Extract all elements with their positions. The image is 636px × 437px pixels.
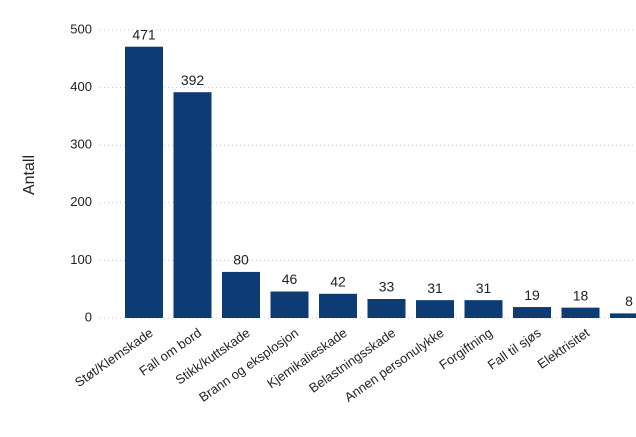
data-label: 18 <box>573 287 589 303</box>
bar <box>173 92 212 318</box>
y-tick-label: 0 <box>85 309 92 324</box>
data-label: 80 <box>233 252 249 268</box>
bar <box>416 300 454 318</box>
x-tick-label: Fall til sjøs <box>485 325 544 373</box>
bar <box>367 298 406 318</box>
bar <box>319 293 357 318</box>
x-tick-label: Støt/Klemskade <box>72 325 156 390</box>
y-tick-label: 500 <box>70 21 92 36</box>
x-tick-label: Elektrisitet <box>534 325 592 372</box>
y-tick-label: 400 <box>70 79 92 94</box>
data-label: 471 <box>132 26 156 42</box>
bar <box>125 46 163 318</box>
bar <box>561 307 600 318</box>
data-label: 8 <box>625 293 633 309</box>
y-axis-title: Antall <box>21 155 38 195</box>
data-label: 31 <box>427 280 443 296</box>
x-tick-label: Forgiftning <box>436 325 495 373</box>
bar <box>464 300 503 318</box>
bar <box>222 271 260 318</box>
data-label: 33 <box>379 279 395 295</box>
data-label: 19 <box>524 287 540 303</box>
bar <box>513 307 551 318</box>
data-label: 392 <box>181 72 205 88</box>
bar <box>270 291 309 318</box>
data-label: 31 <box>476 280 492 296</box>
y-tick-label: 200 <box>70 194 92 209</box>
data-label: 46 <box>282 271 298 287</box>
y-tick-label: 100 <box>70 252 92 267</box>
y-tick-label: 300 <box>70 137 92 152</box>
bar <box>610 313 636 318</box>
data-label: 42 <box>330 274 346 290</box>
